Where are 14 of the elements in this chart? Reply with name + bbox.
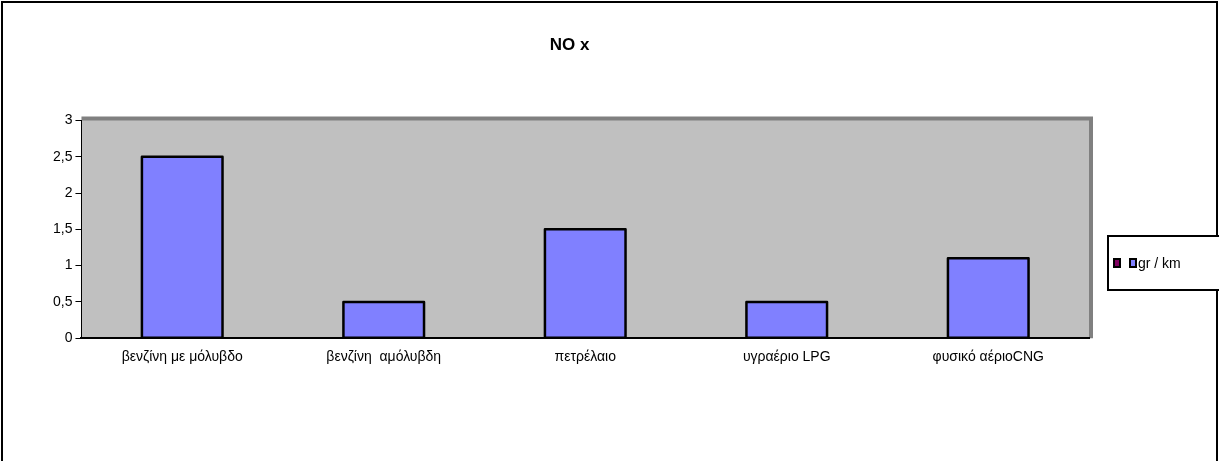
x-tick-label: πετρέλαιο	[554, 348, 617, 365]
y-tick-label: 1,5	[52, 220, 73, 237]
x-tick-label: φυσικό αέριοCNG	[932, 348, 1044, 365]
y-tick-label: 0,5	[52, 292, 73, 309]
legend-label: gr / km	[1138, 255, 1181, 271]
y-tick-label: 0	[64, 329, 73, 346]
y-tick-label: 3	[64, 111, 73, 128]
y-tick-label: 2	[64, 183, 73, 200]
chart-title: NO x	[549, 34, 590, 54]
x-tick-label: υγραέριο LPG	[742, 348, 831, 365]
y-tick-label: 2,5	[52, 147, 73, 164]
x-tick-label: βενζίνη με μόλυβδο	[121, 348, 243, 365]
y-tick-label: 1	[64, 256, 73, 273]
x-tick-label: βενζίνη αμόλυβδη	[326, 348, 442, 365]
